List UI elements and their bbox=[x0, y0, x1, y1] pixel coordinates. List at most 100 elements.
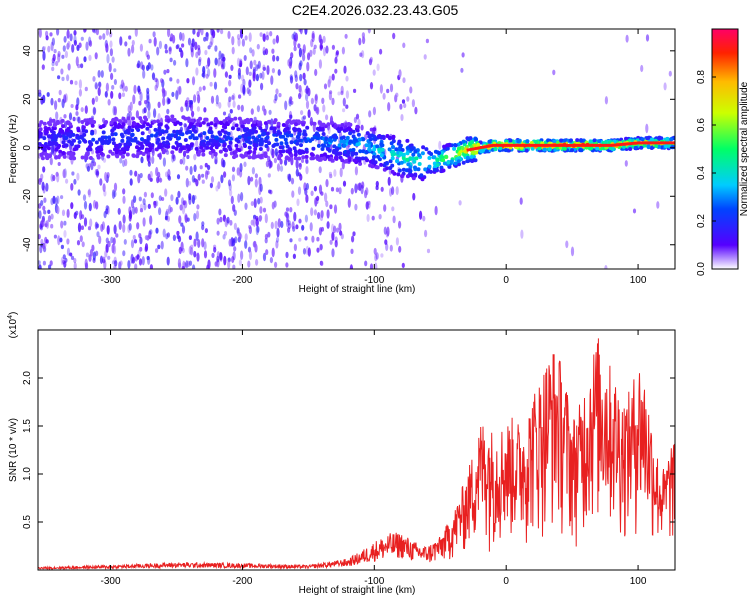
spectrogram-ridge-cell bbox=[173, 122, 178, 127]
spectrogram-ridge-cell bbox=[243, 137, 248, 142]
spectrogram-ridge-cell bbox=[42, 121, 47, 126]
spectrogram-noise-cell bbox=[51, 61, 55, 67]
spectrogram-ridge-cell bbox=[258, 147, 263, 151]
spectrogram-noise-cell bbox=[79, 235, 83, 243]
spectrogram-noise-cell bbox=[73, 39, 77, 46]
spectrogram-noise-cell bbox=[306, 61, 310, 72]
spectrogram-noise-cell bbox=[153, 36, 157, 47]
spectrogram-ridge-cell bbox=[293, 156, 298, 161]
spectrogram-noise-cell bbox=[214, 154, 218, 165]
spectrogram-ridge-cell bbox=[327, 157, 332, 162]
spectrogram-noise-cell bbox=[298, 47, 302, 58]
spectrogram-ridge-cell bbox=[40, 156, 45, 161]
spectrogram-noise-cell bbox=[358, 37, 362, 46]
spectrogram-noise-cell bbox=[96, 231, 100, 238]
spectrogram-noise-cell bbox=[519, 197, 523, 205]
spectrogram-noise-cell bbox=[342, 180, 347, 187]
snr-y-tick-label: 1.0 bbox=[22, 467, 33, 481]
spectrogram-ridge-cell bbox=[191, 125, 196, 130]
spectrogram-noise-cell bbox=[385, 243, 389, 251]
spectrogram-noise-cell bbox=[149, 215, 153, 226]
spectrogram-ridge-cell bbox=[400, 148, 405, 152]
spectrogram-noise-cell bbox=[93, 29, 97, 34]
spectrogram-noise-cell bbox=[254, 243, 258, 253]
spectrogram-noise-cell bbox=[228, 96, 232, 103]
spectrogram-ridge-cell bbox=[381, 136, 386, 140]
spectrogram-noise-cell bbox=[229, 219, 233, 226]
spectrogram-noise-cell bbox=[191, 175, 195, 183]
spectrogram-noise-cell bbox=[45, 182, 49, 192]
spectrogram-ridge-cell bbox=[487, 139, 492, 144]
spectrogram-ridge-cell bbox=[44, 144, 49, 149]
spectrogram-ridge-cell bbox=[158, 132, 163, 136]
spectrogram-noise-cell bbox=[326, 209, 330, 219]
spectrogram-ridge-cell bbox=[339, 126, 344, 131]
spectrogram-noise-cell bbox=[333, 225, 337, 234]
spectrogram-noise-cell bbox=[168, 46, 172, 52]
spectrogram-noise-cell bbox=[200, 29, 204, 36]
spectrogram-noise-cell bbox=[81, 214, 85, 220]
spectrogram-noise-cell bbox=[302, 248, 307, 255]
spectrogram-ridge-cell bbox=[234, 153, 239, 158]
spectrogram-noise-cell bbox=[147, 110, 151, 119]
spectrogram-noise-cell bbox=[99, 255, 104, 264]
spectrogram-noise-cell bbox=[176, 86, 180, 96]
spectrogram-noise-cell bbox=[391, 206, 395, 212]
spectrogram-noise-cell bbox=[196, 204, 200, 210]
spectrogram-noise-cell bbox=[285, 262, 289, 268]
spectrogram-noise-cell bbox=[374, 253, 378, 262]
spectrogram-noise-cell bbox=[49, 32, 53, 37]
spectrogram-noise-cell bbox=[307, 247, 311, 257]
spectrogram-ridge-cell bbox=[312, 121, 317, 126]
spectrogram-ridge-cell bbox=[646, 144, 651, 149]
spectrogram-noise-cell bbox=[256, 105, 260, 113]
spectrogram-noise-cell bbox=[220, 58, 224, 68]
spectrogram-noise-cell bbox=[181, 32, 185, 42]
spectrogram-ridge-cell bbox=[370, 160, 375, 165]
spectrogram-noise-cell bbox=[338, 222, 342, 232]
spectrogram-ridge-cell bbox=[54, 155, 59, 160]
spectrogram-noise-cell bbox=[304, 29, 308, 35]
spectrogram-noise-cell bbox=[155, 248, 159, 253]
spectrogram-noise-cell bbox=[89, 218, 93, 228]
spectrogram-ridge-cell bbox=[58, 152, 63, 157]
spectrogram-noise-cell bbox=[184, 100, 188, 107]
spectrogram-noise-cell bbox=[328, 75, 332, 84]
spectrogram-ridge-cell bbox=[433, 164, 437, 169]
spectrogram-noise-cell bbox=[277, 69, 281, 76]
spectrogram-noise-cell bbox=[262, 46, 266, 56]
spectrogram-noise-cell bbox=[224, 87, 228, 94]
spectrogram-noise-cell bbox=[171, 91, 175, 97]
spectrogram-ridge-cell bbox=[164, 115, 169, 120]
spectrogram-ridge-cell bbox=[391, 134, 396, 139]
snr-y-tick-label: 1.5 bbox=[22, 419, 33, 433]
spectrogram-noise-cell bbox=[412, 192, 416, 201]
spectrogram-noise-cell bbox=[128, 35, 132, 40]
spectrogram-noise-cell bbox=[289, 75, 294, 84]
spectrogram-ridge-cell bbox=[180, 146, 185, 151]
spectrogram-noise-cell bbox=[109, 48, 113, 57]
spectrogram-noise-cell bbox=[184, 213, 188, 221]
spectrogram-noise-cell bbox=[195, 231, 199, 241]
spectrogram-ridge-cell bbox=[98, 145, 103, 150]
spectrogram-ridge-cell bbox=[260, 139, 265, 144]
spectrogram-noise-cell bbox=[83, 200, 88, 210]
spectrogram-noise-cell bbox=[290, 156, 294, 166]
spectrogram-noise-cell bbox=[288, 61, 292, 69]
spectrogram-noise-cell bbox=[155, 166, 159, 177]
spectrogram-noise-cell bbox=[317, 212, 321, 220]
spectrogram-ridge-cell bbox=[354, 151, 359, 156]
spectrogram-ridge-cell bbox=[435, 157, 440, 162]
spectrogram-noise-cell bbox=[161, 87, 165, 94]
spectrogram-noise-cell bbox=[285, 251, 289, 259]
spectrogram-noise-cell bbox=[216, 230, 220, 236]
spectrogram-noise-cell bbox=[117, 207, 121, 215]
spectrogram-ridge-cell bbox=[351, 134, 356, 139]
spectrogram-noise-cell bbox=[150, 192, 154, 199]
spectrogram-noise-cell bbox=[45, 35, 49, 41]
spectrogram-ridge-cell bbox=[185, 130, 189, 135]
spectrogram-noise-cell bbox=[204, 49, 208, 56]
spectrogram-noise-cell bbox=[159, 177, 163, 183]
spectrogram-ridge-cell bbox=[290, 120, 295, 125]
spectrogram-ridge-cell bbox=[390, 152, 395, 157]
